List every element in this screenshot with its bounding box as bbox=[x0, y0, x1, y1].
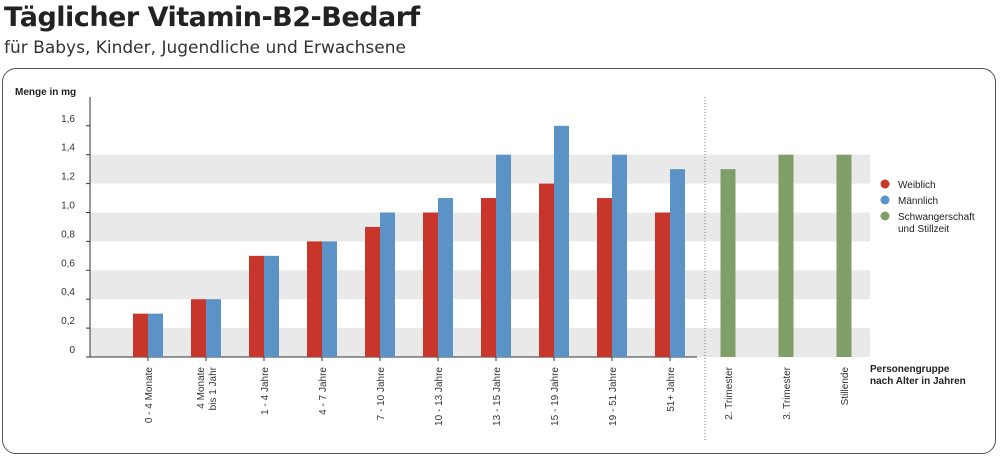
bar-weiblich bbox=[191, 299, 206, 357]
y-tick-label: 1,4 bbox=[61, 143, 75, 154]
bar-weiblich bbox=[655, 212, 670, 357]
x-tick-label: 0 - 4 Monate bbox=[144, 367, 155, 424]
bar-weiblich bbox=[307, 241, 322, 357]
bar-weiblich bbox=[423, 212, 438, 357]
y-axis-title: Menge in mg bbox=[15, 87, 76, 98]
bar-weiblich bbox=[133, 313, 148, 357]
bar-maennlich bbox=[554, 125, 569, 357]
grid-band bbox=[90, 270, 870, 300]
bar-weiblich bbox=[249, 255, 264, 357]
bar-maennlich bbox=[148, 313, 163, 357]
x-tick-label: Stillende bbox=[840, 367, 851, 406]
legend-label: Männlich bbox=[898, 196, 938, 207]
bar-schwangerschaft bbox=[778, 154, 794, 357]
x-axis-title: Personengruppe nach Alter in Jahren bbox=[870, 364, 966, 387]
legend-label: Schwangerschaft und Stillzeit bbox=[898, 212, 975, 235]
bar-maennlich bbox=[206, 299, 221, 357]
legend-marker bbox=[880, 179, 890, 189]
x-tick-label: 51+ Jahre bbox=[666, 367, 677, 412]
chart-title: Täglicher Vitamin-B2-Bedarf bbox=[4, 2, 420, 33]
y-tick-label: 0 bbox=[69, 345, 75, 356]
x-tick-label: 4 Monatebis 1 Jahr bbox=[196, 366, 219, 410]
x-tick-label: 1 - 4 Jahre bbox=[260, 367, 271, 415]
y-tick-label: 0,8 bbox=[61, 229, 75, 240]
y-tick-label: 0,2 bbox=[61, 316, 75, 327]
x-tick-label: 3. Trimester bbox=[782, 366, 793, 419]
x-tick-label: 15 - 19 Jahre bbox=[550, 367, 561, 426]
x-tick-label: 2. Trimester bbox=[724, 366, 735, 419]
bar-maennlich bbox=[322, 241, 337, 357]
x-tick-label: 10 - 13 Jahre bbox=[434, 367, 445, 426]
bar-weiblich bbox=[481, 198, 496, 357]
x-tick-label: 4 - 7 Jahre bbox=[318, 367, 329, 415]
x-tick-label: 7 - 10 Jahre bbox=[376, 367, 387, 421]
y-tick-label: 0,4 bbox=[61, 287, 75, 298]
bar-weiblich bbox=[597, 198, 612, 357]
bar-weiblich bbox=[365, 226, 380, 357]
y-tick-label: 1,6 bbox=[61, 114, 75, 125]
bar-maennlich bbox=[438, 198, 453, 357]
bar-maennlich bbox=[670, 169, 685, 357]
y-tick-label: 0,6 bbox=[61, 258, 75, 269]
x-tick-label: 19 - 51 Jahre bbox=[608, 367, 619, 426]
chart-subtitle: für Babys, Kinder, Jugendliche und Erwac… bbox=[4, 38, 406, 58]
bar-maennlich bbox=[496, 154, 511, 357]
bar-maennlich bbox=[380, 212, 395, 357]
bar-maennlich bbox=[612, 154, 627, 357]
grid-band bbox=[90, 212, 870, 242]
legend-marker bbox=[880, 211, 890, 221]
y-tick-label: 1,2 bbox=[61, 172, 75, 183]
bar-schwangerschaft bbox=[836, 154, 852, 357]
legend-marker bbox=[880, 195, 890, 205]
bar-weiblich bbox=[539, 183, 554, 357]
legend-label: Weiblich bbox=[898, 180, 936, 191]
bar-schwangerschaft bbox=[720, 169, 736, 357]
grid-band bbox=[90, 154, 870, 184]
x-tick-label: 13 - 15 Jahre bbox=[492, 367, 503, 426]
y-tick-label: 1,0 bbox=[61, 201, 75, 212]
bar-maennlich bbox=[264, 255, 279, 357]
